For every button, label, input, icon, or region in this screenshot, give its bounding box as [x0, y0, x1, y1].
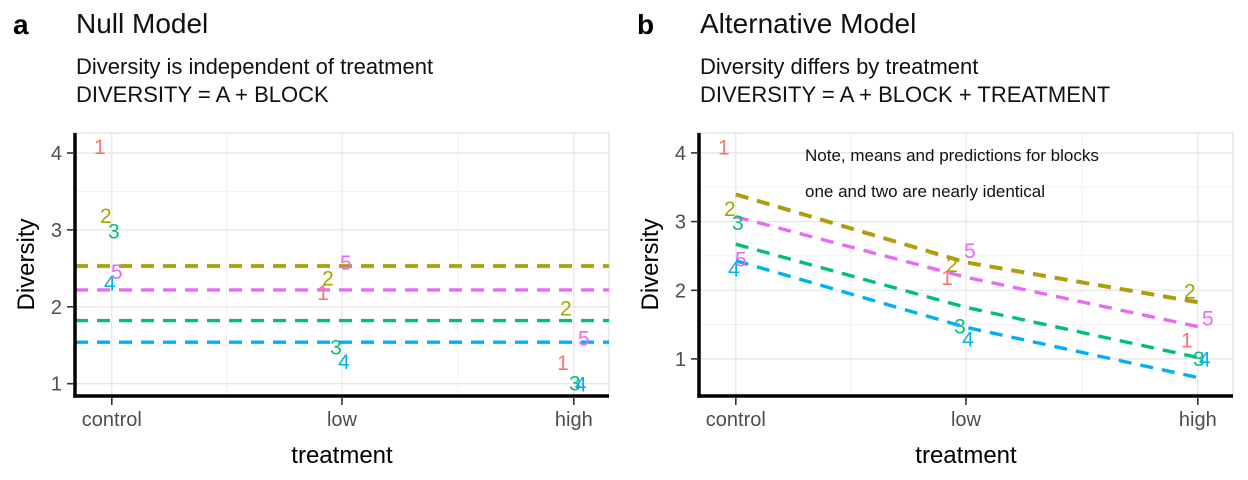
panel-a-tag: a: [13, 9, 29, 40]
annotation-line-1: Note, means and predictions for blocks: [805, 146, 1099, 165]
x-tick-label: control: [82, 409, 142, 431]
y-axis-title: Diversity: [637, 218, 664, 310]
panel-a-subtitle-line2: DIVERSITY = A + BLOCK: [76, 82, 329, 107]
annotation-line-2: one and two are nearly identical: [805, 182, 1045, 201]
block-3-point-label: 3: [954, 316, 966, 339]
block-4-point-label: 4: [962, 329, 974, 352]
panel-b: b Alternative Model Diversity differs by…: [624, 0, 1248, 480]
block-4-point-label: 4: [1199, 349, 1211, 372]
block-4-point-label: 4: [338, 351, 350, 374]
y-tick-label: 2: [675, 280, 686, 302]
block-3-point-label: 3: [108, 220, 120, 243]
block-5-point-label: 5: [735, 248, 747, 271]
block-2-line: [735, 192, 1199, 304]
panel-a-subtitle-line1: Diversity is independent of treatment: [76, 54, 434, 79]
x-tick-label: high: [555, 409, 593, 431]
panel-a-header: Null Model Diversity is independent of t…: [76, 8, 433, 109]
x-tick-label: low: [327, 409, 358, 431]
panel-a-title: Null Model: [76, 8, 209, 39]
block-5-point-label: 5: [340, 252, 352, 275]
y-tick-label: 1: [51, 374, 62, 396]
block-4-line: [735, 259, 1199, 380]
panel-b-tag: b: [637, 9, 655, 40]
y-tick-label: 3: [675, 212, 686, 234]
block-3-point-label: 3: [330, 337, 342, 360]
block-2-point-label: 2: [946, 254, 958, 277]
panel-b-title: Alternative Model: [700, 8, 917, 39]
block-5-point-label: 5: [964, 240, 976, 263]
block-5-point-label: 5: [111, 261, 123, 284]
block-5-point-label: 5: [578, 327, 590, 350]
block-1-point-label: 1: [941, 267, 953, 290]
block-3-point-label: 3: [1193, 348, 1205, 371]
block-2-point-label: 2: [322, 267, 334, 290]
block-3-point-label: 3: [732, 212, 744, 235]
panel-b-subtitle-line2: DIVERSITY = A + BLOCK + TREATMENT: [700, 82, 1111, 107]
block-1-point-label: 1: [718, 136, 730, 159]
y-tick-label: 4: [675, 143, 686, 165]
y-tick-label: 1: [675, 349, 686, 371]
y-tick-label: 4: [51, 143, 62, 165]
y-tick-label: 3: [51, 220, 62, 242]
block-2-point-label: 2: [100, 205, 112, 228]
y-axis-title: Diversity: [13, 218, 40, 310]
block-3-point-label: 3: [569, 373, 581, 396]
block-5-line: [735, 215, 1199, 329]
x-tick-label: high: [1179, 409, 1217, 431]
panel-a: a Null Model Diversity is independent of…: [13, 8, 610, 469]
x-axis-title: treatment: [915, 442, 1017, 469]
x-axis-title: treatment: [291, 442, 393, 469]
block-2-point-label: 2: [1184, 281, 1196, 304]
block-2-point-label: 2: [724, 198, 736, 221]
panel-b-subtitle-line1: Diversity differs by treatment: [700, 54, 979, 79]
block-4-point-label: 4: [728, 259, 740, 282]
block-5-point-label: 5: [1202, 307, 1214, 330]
block-3-line: [735, 242, 1199, 360]
x-tick-label: control: [706, 409, 766, 431]
block-2-point-label: 2: [560, 297, 572, 320]
block-1-point-label: 1: [1181, 329, 1193, 352]
x-tick-label: low: [951, 409, 982, 431]
block-4-point-label: 4: [575, 374, 587, 397]
block-1-point-label: 1: [557, 352, 569, 375]
block-4-point-label: 4: [104, 273, 116, 296]
block-1-point-label: 1: [94, 136, 106, 159]
panel-b-header: Alternative Model Diversity differs by t…: [700, 8, 1110, 109]
y-tick-label: 2: [51, 297, 62, 319]
block-1-point-label: 1: [317, 282, 329, 305]
